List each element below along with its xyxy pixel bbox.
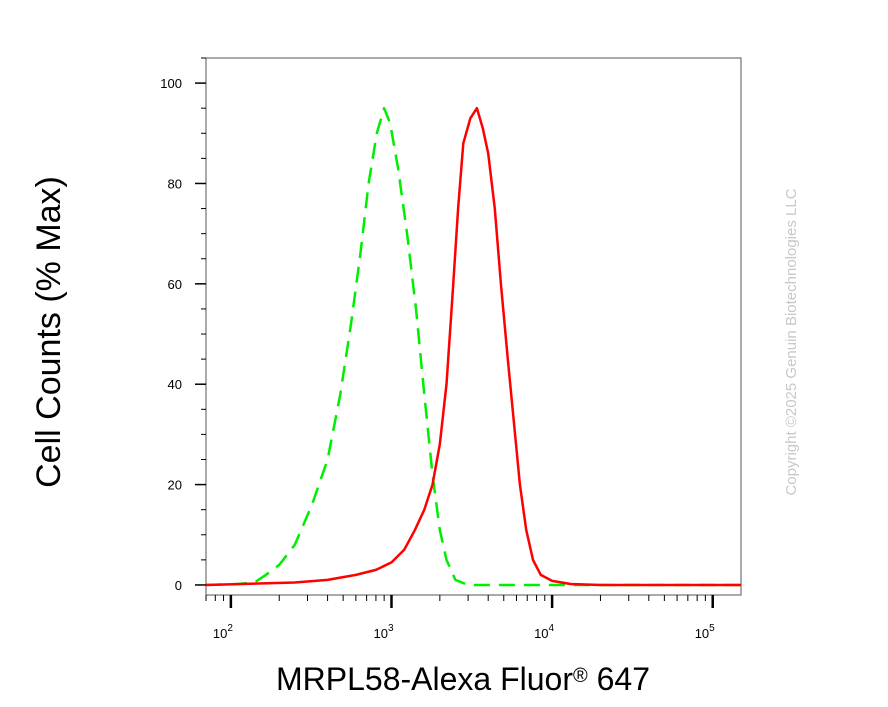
x-tick-label: 104 — [534, 623, 554, 641]
x-tick-label: 102 — [213, 623, 233, 641]
y-tick-label: 40 — [168, 377, 182, 392]
y-tick-label: 100 — [160, 76, 182, 91]
isotype-control-curve — [205, 106, 741, 587]
series-layer — [205, 106, 741, 587]
y-tick-label: 80 — [168, 176, 182, 191]
x-axis-title-suffix: 647 — [588, 661, 650, 697]
y-tick-label: 0 — [175, 578, 182, 593]
y-tick-label: 20 — [168, 478, 182, 493]
x-axis-title: MRPL58-Alexa Fluor® 647 — [276, 661, 650, 697]
copyright-watermark: Copyright ©2025 Genuin Biotechnologies L… — [783, 188, 800, 495]
x-tick-label: 105 — [695, 623, 715, 641]
mrpl58-stained-curve — [205, 106, 741, 587]
y-tick-label: 60 — [168, 277, 182, 292]
x-tick-label: 103 — [373, 623, 393, 641]
x-axis: 102 103 104 105 — [205, 595, 715, 641]
plot-frame — [205, 57, 742, 596]
x-axis-title-mark: ® — [573, 665, 588, 687]
y-axis: 0 20 40 60 80 100 — [160, 57, 206, 593]
y-axis-title: Cell Counts (% Max) — [30, 176, 68, 488]
x-axis-title-main: MRPL58-Alexa Fluor — [276, 661, 573, 697]
